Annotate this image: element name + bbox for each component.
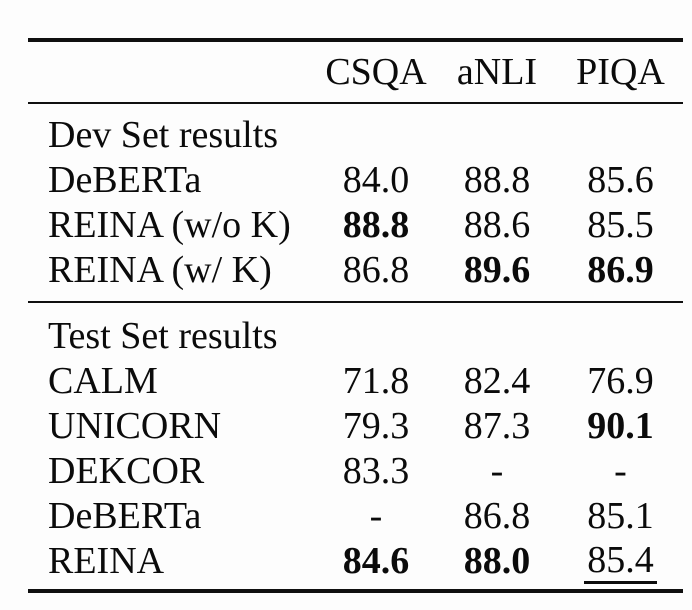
cell-piqa: 90.1 [558, 404, 683, 448]
cell-value: - [490, 449, 504, 492]
cell-csqa: 71.8 [316, 359, 436, 403]
cell-piqa: 76.9 [558, 359, 683, 403]
table-row: UNICORN 79.3 87.3 90.1 [28, 403, 683, 448]
cell-value: 83.3 [342, 449, 410, 492]
table-bottom-rule [28, 589, 683, 593]
cell-value: 89.6 [463, 248, 531, 291]
cell-csqa: 83.3 [316, 449, 436, 493]
cell-value: 86.8 [463, 494, 531, 537]
cell-value: 88.6 [463, 203, 531, 246]
cell-csqa: 88.8 [316, 203, 436, 247]
cell-value: 85.6 [587, 158, 654, 201]
row-label: REINA [48, 540, 165, 582]
test-set-section: Test Set results CALM 71.8 82.4 76.9 UNI… [28, 313, 683, 584]
cell-value: 85.5 [587, 203, 654, 246]
cell-value: 71.8 [342, 359, 410, 402]
cell-csqa: 86.8 [316, 248, 436, 292]
cell-anli: 82.4 [436, 359, 558, 403]
cell-anli: 87.3 [436, 404, 558, 448]
cell-value: 87.3 [463, 404, 531, 447]
table-row: DeBERTa - 86.8 85.1 [28, 493, 683, 538]
cell-value: 84.0 [342, 158, 410, 201]
cell-piqa: 85.5 [558, 203, 683, 247]
cell-piqa: 85.6 [558, 158, 683, 202]
dev-set-section: Dev Set results DeBERTa 84.0 88.8 85.6 R… [28, 112, 683, 292]
cell-value: 90.1 [587, 404, 654, 447]
cell-csqa: 84.6 [316, 539, 436, 583]
cell-anli: 86.8 [436, 494, 558, 538]
table-row: REINA 84.6 88.0 85.4 [28, 538, 683, 584]
section-title-row: Dev Set results [28, 112, 683, 157]
cell-anli: 88.6 [436, 203, 558, 247]
cell-value: 76.9 [587, 359, 654, 402]
section-separator-rule [28, 301, 683, 303]
row-label: CALM [48, 359, 158, 402]
cell-piqa: - [558, 449, 683, 493]
table-top-rule [28, 38, 683, 42]
cell-anli: 88.0 [436, 539, 558, 583]
cell-anli: 89.6 [436, 248, 558, 292]
cell-value: 84.6 [342, 540, 410, 582]
cell-anli: 88.8 [436, 158, 558, 202]
section-title-row: Test Set results [28, 313, 683, 358]
table-row: REINA (w/ K) 86.8 89.6 86.9 [28, 247, 683, 292]
column-header-piqa: PIQA [576, 51, 665, 93]
cell-value: 85.1 [587, 494, 654, 537]
cell-value: - [369, 494, 383, 537]
table-row: REINA (w/o K) 88.8 88.6 85.5 [28, 202, 683, 247]
row-label: UNICORN [48, 404, 222, 447]
cell-value: 79.3 [342, 404, 410, 447]
cell-csqa: 84.0 [316, 158, 436, 202]
row-label: REINA (w/ K) [48, 248, 272, 291]
table-row: DEKCOR 83.3 - - [28, 448, 683, 493]
cell-anli: - [436, 449, 558, 493]
cell-csqa: - [316, 494, 436, 538]
row-label: DEKCOR [48, 449, 205, 492]
cell-csqa: 79.3 [316, 404, 436, 448]
column-header-csqa: CSQA [325, 51, 427, 93]
table-row: CALM 71.8 82.4 76.9 [28, 358, 683, 403]
section-title: Test Set results [48, 314, 278, 357]
row-label: DeBERTa [48, 494, 202, 537]
row-label: DeBERTa [48, 158, 202, 201]
table-row: DeBERTa 84.0 88.8 85.6 [28, 157, 683, 202]
column-header-anli: aNLI [456, 51, 538, 93]
cell-value: 88.8 [342, 203, 410, 246]
cell-value: 82.4 [463, 359, 531, 402]
cell-value: - [614, 449, 627, 492]
cell-value: 88.8 [463, 158, 531, 201]
cell-value: 86.9 [587, 248, 654, 291]
cell-value: 86.8 [342, 248, 410, 291]
header-separator-rule [28, 102, 683, 104]
cell-piqa: 86.9 [558, 248, 683, 292]
cell-piqa: 85.4 [558, 538, 683, 584]
cell-piqa: 85.1 [558, 494, 683, 538]
row-label: REINA (w/o K) [48, 203, 291, 246]
table-header-row: CSQA aNLI PIQA [28, 44, 683, 100]
cell-value: 88.0 [463, 540, 531, 582]
section-title: Dev Set results [48, 113, 279, 156]
cell-value: 85.4 [584, 541, 657, 584]
